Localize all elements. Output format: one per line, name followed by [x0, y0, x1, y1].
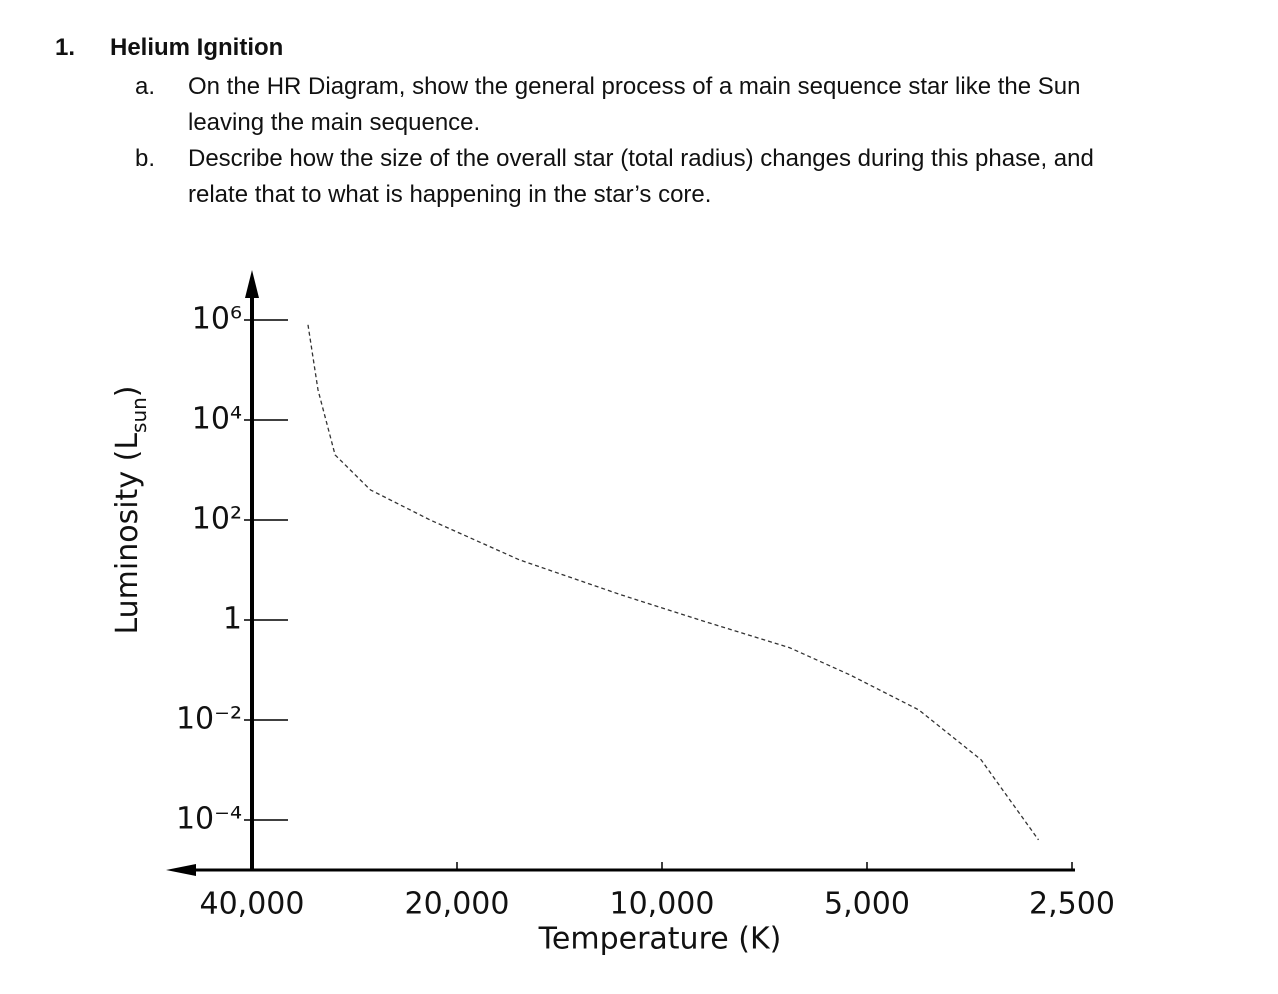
y-axis-label: Luminosity (Lsun)	[110, 385, 151, 634]
y-axis-arrow	[245, 270, 259, 298]
x-tick-label: 40,000	[200, 887, 305, 922]
y-tick-label: 10⁻⁴	[176, 802, 242, 837]
x-tick-label: 2,500	[1029, 887, 1115, 922]
y-axis-label-part: )	[110, 385, 145, 397]
item-marker: b.	[135, 145, 156, 172]
main-sequence-line	[307, 324, 1040, 841]
item-text: relate that to what is happening in the …	[188, 181, 712, 208]
y-tick-label: 10⁶	[192, 302, 242, 337]
item-marker: a.	[135, 73, 156, 100]
y-tick-label: 1	[223, 602, 242, 637]
y-axis-label-part: sun	[127, 397, 151, 433]
x-tick-label: 5,000	[824, 887, 910, 922]
y-tick-label: 10⁻²	[176, 702, 242, 737]
question-title: Helium Ignition	[110, 34, 284, 61]
y-tick-label: 10²	[192, 502, 242, 537]
x-tick-label: 10,000	[610, 887, 715, 922]
y-axis-label-part: Luminosity (L	[110, 433, 145, 635]
y-tick-label: 10⁴	[192, 402, 242, 437]
x-axis-label: Temperature (K)	[538, 922, 782, 957]
item-text: Describe how the size of the overall sta…	[188, 145, 1094, 172]
x-tick-label: 20,000	[405, 887, 510, 922]
question-number: 1.	[55, 34, 76, 61]
item-text: On the HR Diagram, show the general proc…	[188, 73, 1081, 100]
x-axis-arrow	[166, 864, 196, 876]
item-text: leaving the main sequence.	[188, 109, 481, 136]
